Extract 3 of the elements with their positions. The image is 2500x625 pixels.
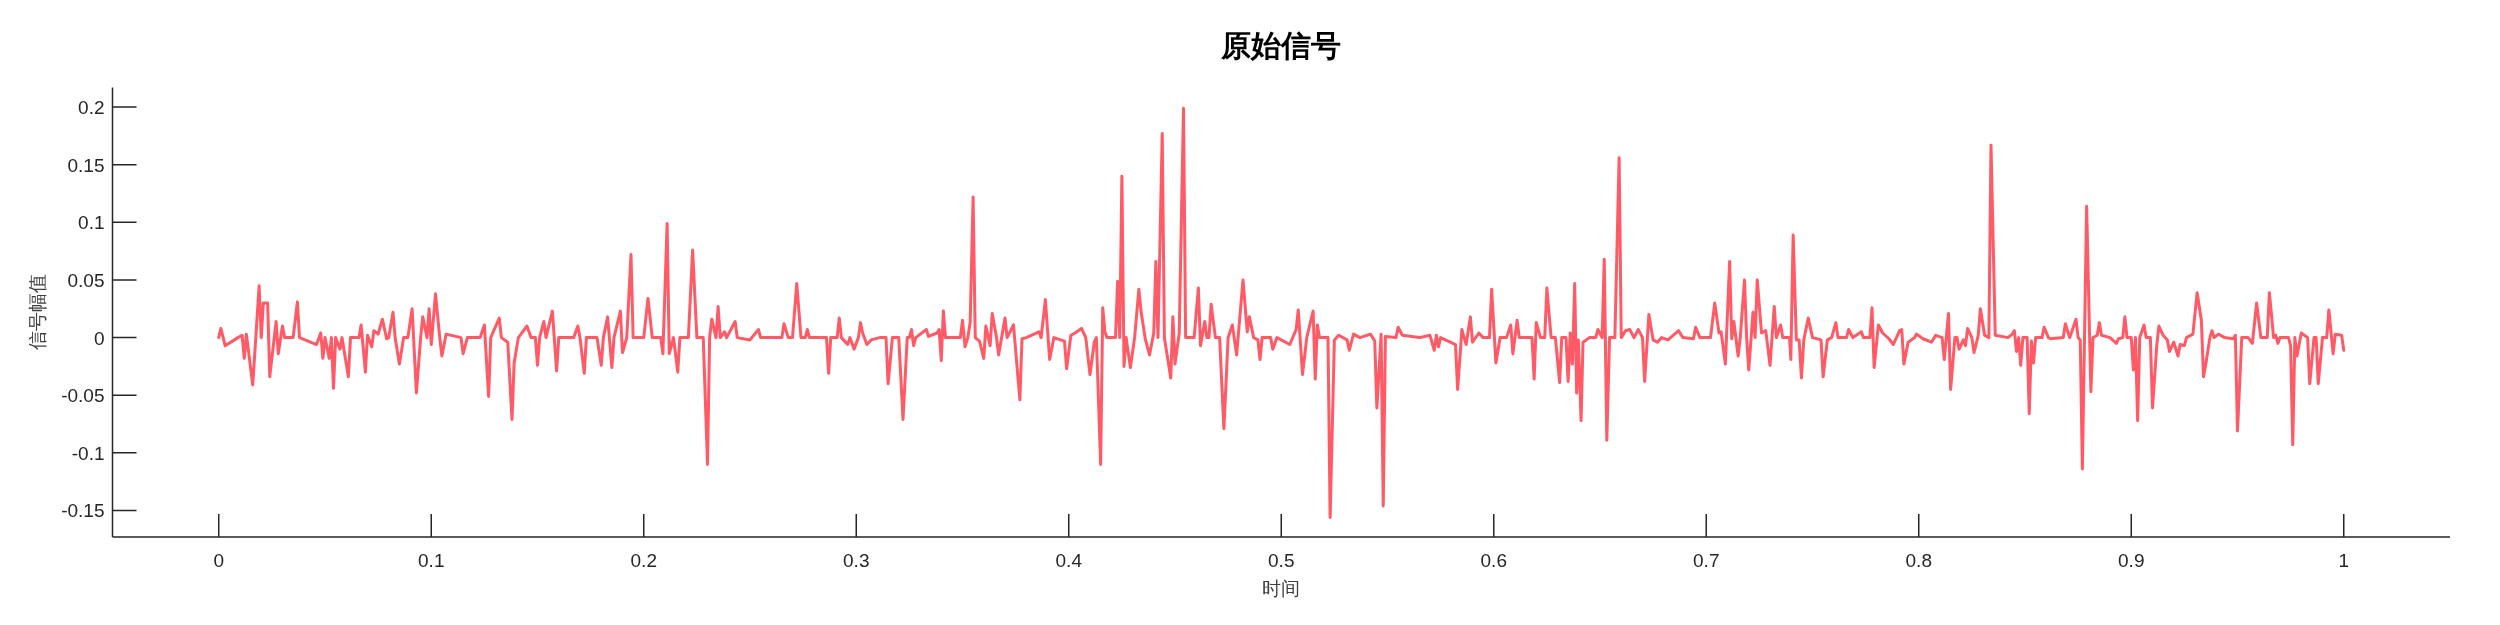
title: 原始信号 [1221, 29, 1342, 62]
xlabel: 时间 [1262, 578, 1301, 599]
ylabel: 信号幅值 [26, 274, 48, 351]
